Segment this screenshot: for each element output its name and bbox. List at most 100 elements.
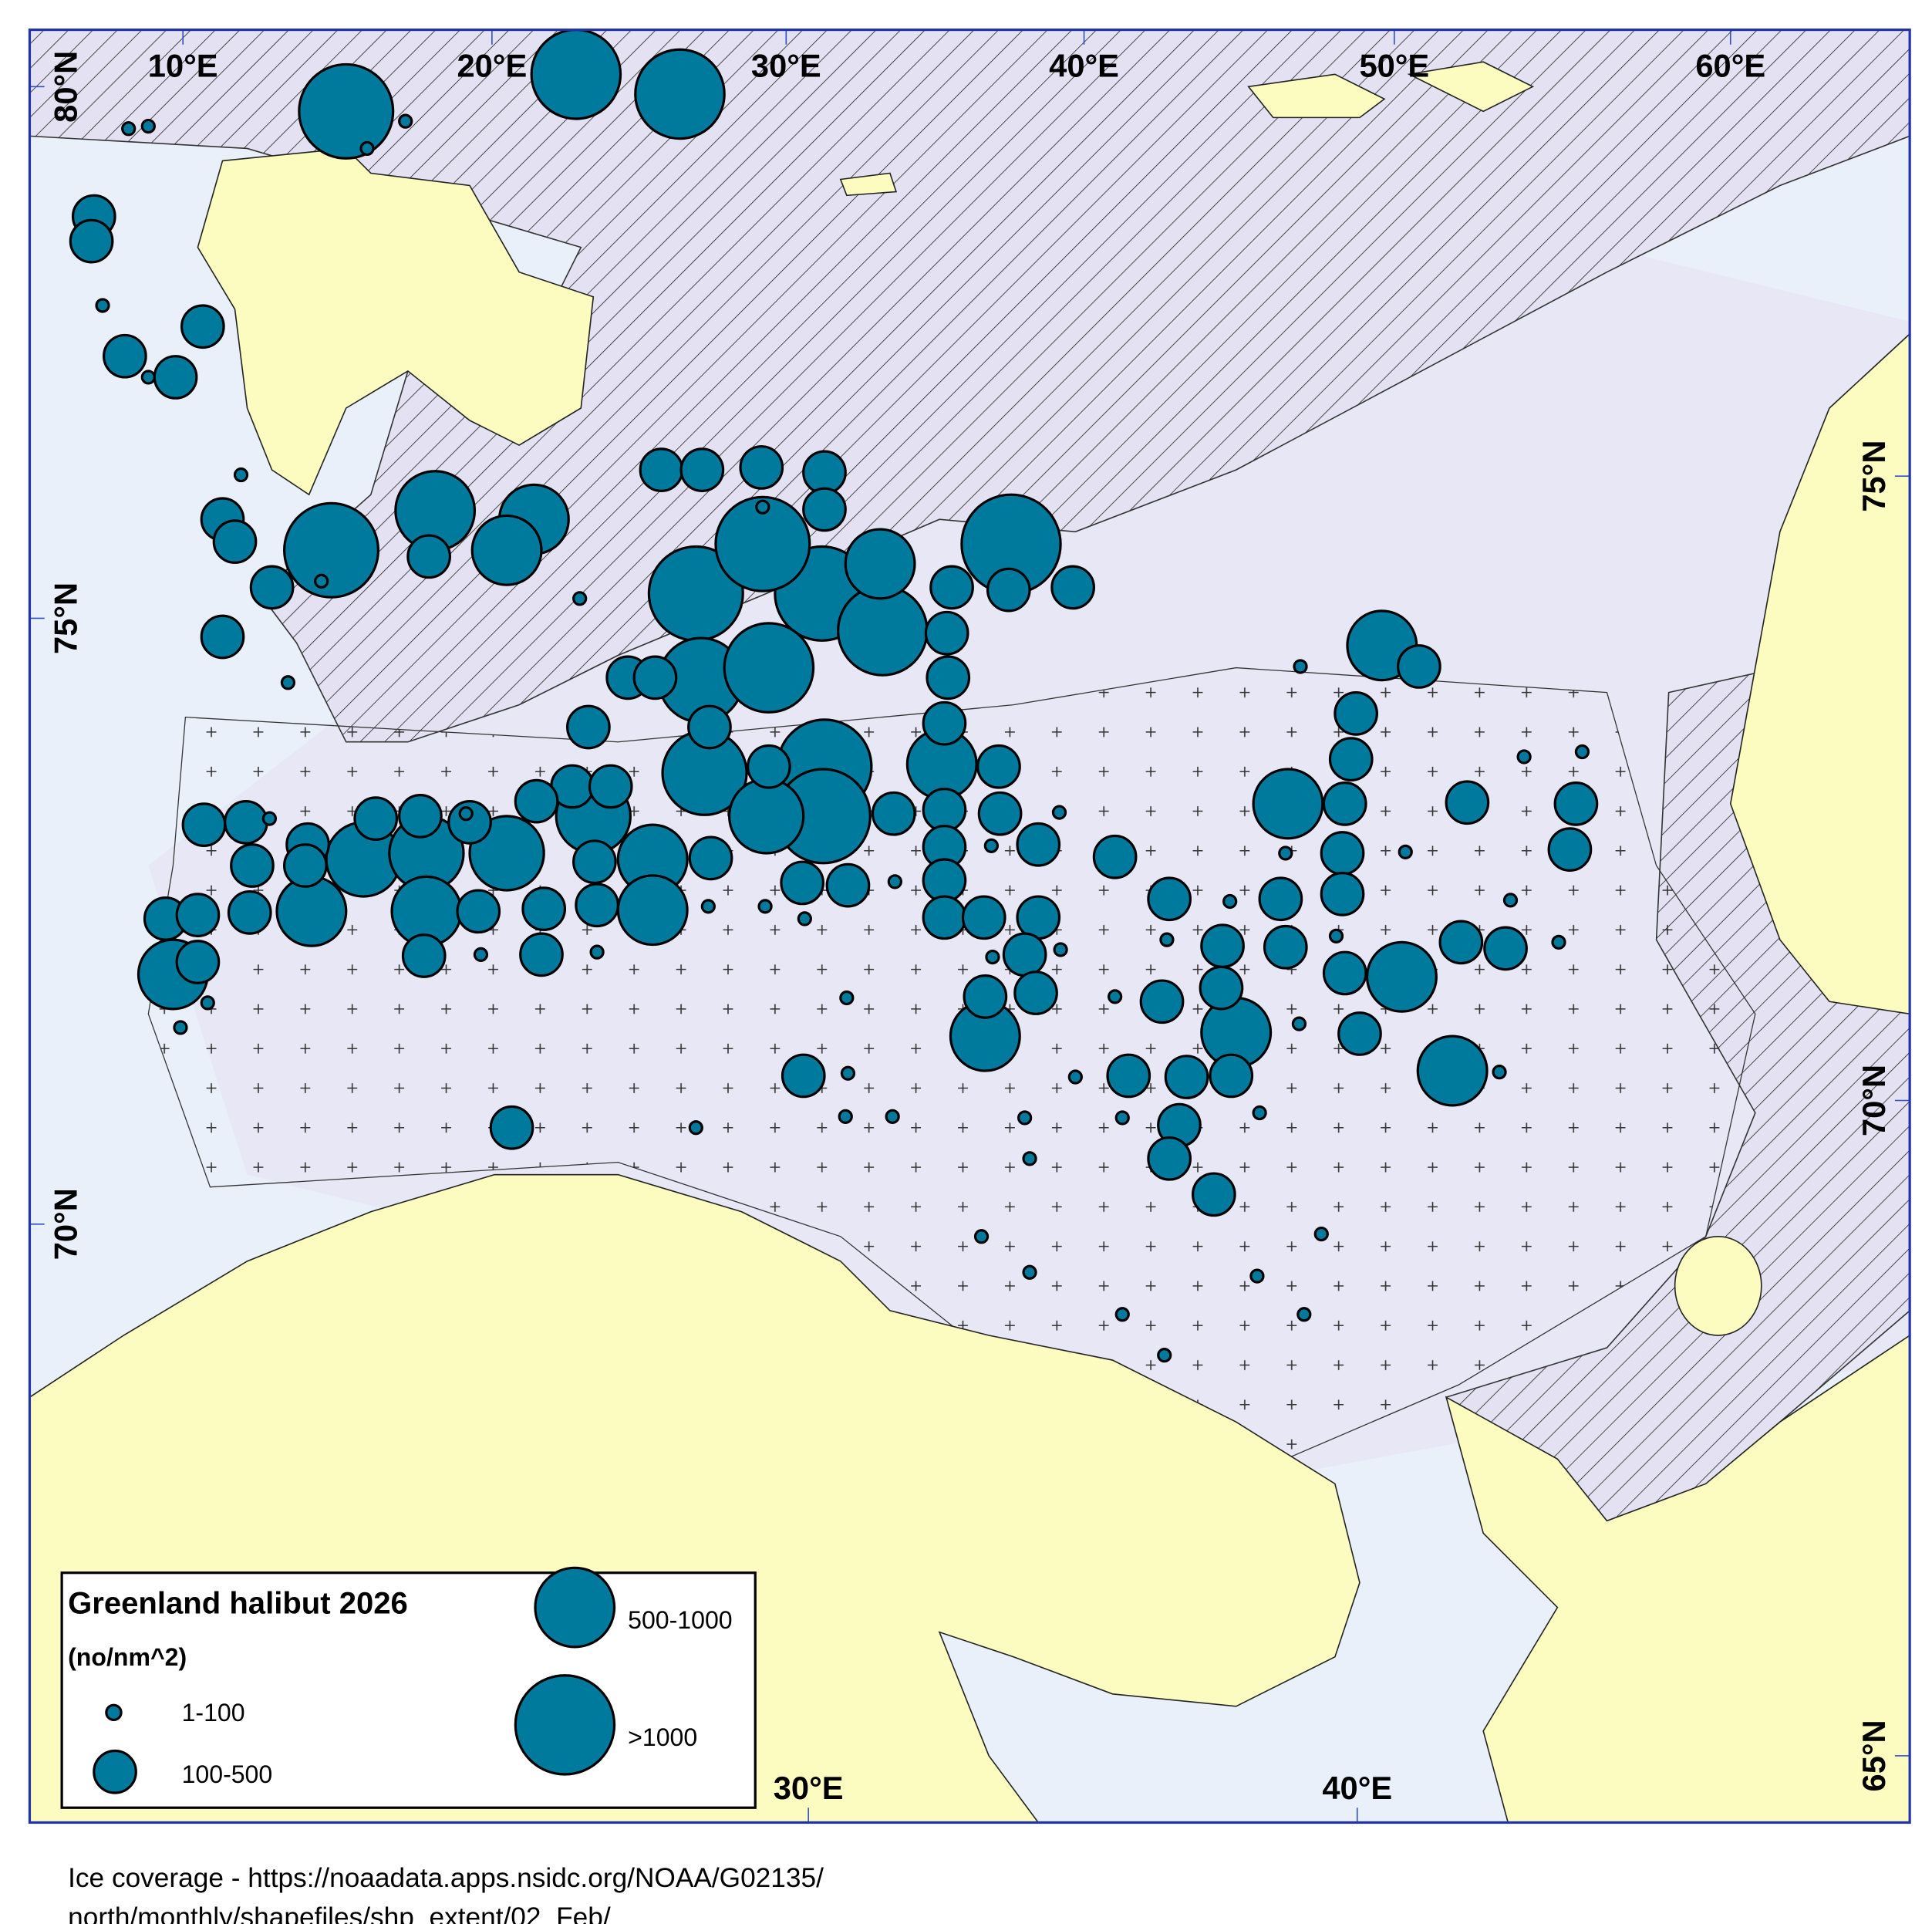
catch-bubble <box>519 932 564 977</box>
catch-bubble <box>1016 895 1061 940</box>
catch-bubble <box>755 499 770 515</box>
catch-bubble <box>1022 1264 1037 1280</box>
catch-bubble <box>961 895 1006 940</box>
catch-bubble <box>153 355 198 400</box>
catch-bubble <box>473 947 489 962</box>
catch-bubble <box>95 298 110 313</box>
catch-bubble <box>739 445 784 490</box>
catch-bubble <box>1313 1226 1329 1242</box>
catch-bubble <box>1322 950 1367 996</box>
catch-bubble <box>314 573 329 589</box>
catch-bubble <box>1106 1053 1151 1099</box>
kolguev-island <box>1674 1235 1762 1336</box>
catch-bubble <box>1050 565 1095 610</box>
catch-bubble <box>180 304 225 349</box>
catch-bubble <box>1291 1016 1307 1031</box>
legend-symbol <box>534 1566 616 1649</box>
catch-bubble <box>977 791 1023 836</box>
legend-symbol <box>514 1674 616 1776</box>
catch-bubble <box>275 875 348 947</box>
catch-bubble <box>212 519 258 564</box>
catch-bubble <box>353 796 399 841</box>
catch-bubble <box>985 949 1000 965</box>
catch-bubble <box>572 591 588 606</box>
catch-bubble <box>458 806 474 822</box>
catch-bubble <box>230 843 275 888</box>
catch-bubble <box>140 118 156 134</box>
catch-bubble <box>639 447 684 492</box>
catch-bubble <box>797 911 812 927</box>
catch-bubble <box>69 218 114 264</box>
catch-bubble <box>1002 932 1047 977</box>
catch-bubble <box>1159 932 1175 947</box>
catch-bubble <box>359 140 375 157</box>
catch-bubble <box>175 893 221 937</box>
catch-bubble <box>1547 827 1593 873</box>
catch-bubble <box>1398 844 1413 859</box>
catch-bubble <box>1574 744 1590 760</box>
catch-bubble <box>489 1105 534 1150</box>
lon-label: 40°E <box>1049 47 1119 83</box>
catch-bubble <box>922 700 967 746</box>
lon-label: 20°E <box>457 47 527 83</box>
catch-bubble <box>1139 979 1185 1024</box>
svalbard <box>197 147 595 496</box>
catch-bubble <box>1067 1069 1083 1085</box>
catch-bubble <box>181 802 227 847</box>
catch-bubble <box>283 501 380 599</box>
catch-bubble <box>976 744 1021 789</box>
footer-text: north/monthly/shapefiles/shp_extent/02_F… <box>68 1902 611 1924</box>
catch-bubble <box>1249 1268 1265 1284</box>
catch-bubble <box>140 370 156 385</box>
legend-box <box>60 1571 757 1809</box>
footer-text: Ice coverage - https://noaadata.apps.nsi… <box>68 1863 824 1893</box>
catch-bubble <box>1147 876 1192 922</box>
catch-bubble <box>1252 1105 1267 1121</box>
legend: Greenland halibut 2026 (no/nm^2) 1-100 1… <box>60 1566 757 1809</box>
catch-bubble <box>398 113 413 129</box>
catch-bubble <box>470 514 543 586</box>
lat-label: 70°N <box>47 1188 83 1260</box>
catch-bubble <box>1328 737 1374 782</box>
catch-bubble <box>926 655 971 700</box>
catch-bubble <box>679 447 725 492</box>
catch-bubble <box>121 121 137 137</box>
catch-bubble <box>757 899 773 914</box>
map-body <box>29 29 1910 1823</box>
catch-bubble <box>840 1065 856 1081</box>
catch-bubble <box>616 874 689 947</box>
catch-bubble <box>838 1109 853 1124</box>
catch-bubble <box>871 791 916 836</box>
catch-bubble <box>1293 659 1308 674</box>
catch-bubble <box>298 62 395 160</box>
catch-bubble <box>1147 1136 1192 1181</box>
catch-bubble <box>1337 1011 1382 1056</box>
catch-bubble <box>983 838 999 853</box>
catch-bubble <box>714 495 811 592</box>
catch-bubble <box>283 843 328 888</box>
catch-bubble <box>1445 780 1490 825</box>
catch-bubble <box>173 1020 188 1035</box>
lat-label: 70°N <box>1856 1065 1892 1136</box>
catch-bubble <box>1209 1053 1254 1099</box>
catch-bubble <box>723 622 815 714</box>
catch-bubble <box>280 675 296 690</box>
catch-bubble <box>406 534 451 579</box>
catch-bubble <box>175 940 221 984</box>
catch-bubble <box>973 1229 990 1244</box>
catch-bubble <box>844 528 916 600</box>
catch-bubble <box>1296 1307 1312 1322</box>
catch-bubble <box>575 883 619 928</box>
catch-bubble <box>634 48 726 140</box>
legend-label: 1-100 <box>182 1699 245 1727</box>
catch-bubble <box>1320 831 1365 876</box>
catch-bubble <box>249 565 295 610</box>
catch-bubble <box>1438 920 1484 965</box>
catch-bubble <box>1222 893 1238 910</box>
catch-bubble <box>1114 1110 1130 1126</box>
lon-label: 30°E <box>751 47 821 83</box>
catch-bubble <box>825 862 871 908</box>
catch-bubble <box>688 1120 703 1136</box>
legend-unit: (no/nm^2) <box>68 1643 187 1671</box>
catch-bubble <box>963 974 1008 1019</box>
